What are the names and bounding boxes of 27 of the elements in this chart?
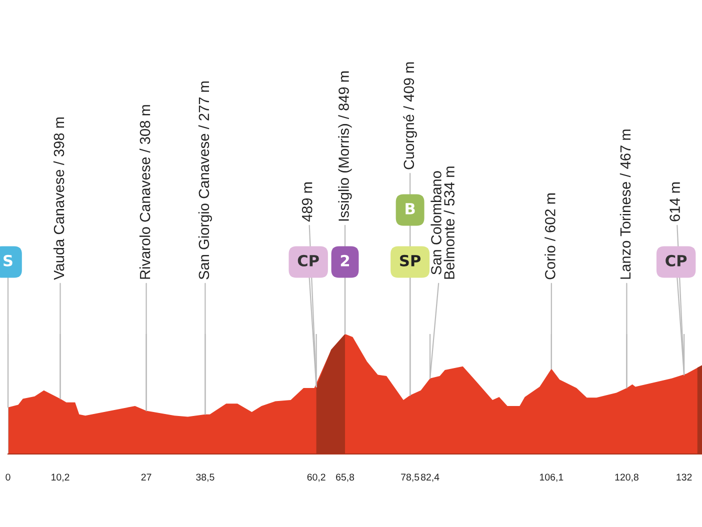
annotation: Rivarolo Canavese / 308 m <box>139 105 150 279</box>
annotation: Corio / 602 m <box>544 193 556 280</box>
x-tick-label: 60,2 <box>307 474 326 482</box>
annotation: S <box>4 254 12 266</box>
annotation: Cuorgné / 409 m <box>403 62 417 170</box>
annotation: B <box>406 203 415 214</box>
annotation: Lanzo Torinese / 467 m <box>620 130 631 279</box>
annotation: 489 m <box>302 182 312 222</box>
annotation: Issiglio (Morris) / 849 m <box>338 71 352 221</box>
x-tick-label: 27 <box>141 474 152 480</box>
x-tick-label: 78,5 <box>401 474 420 482</box>
annotation: 2 <box>340 254 349 266</box>
x-tick-label: 0 <box>6 474 10 481</box>
x-tick-label: 106,1 <box>540 474 564 482</box>
annotation: CP <box>666 254 687 266</box>
annotation: CP <box>298 254 319 266</box>
annotation: 614 m <box>670 182 680 222</box>
annotation: San Colombano Belmonte / 534 m <box>430 166 454 279</box>
x-tick-label: 120,8 <box>615 474 638 482</box>
annotation: Vauda Canavese / 398 m <box>53 117 64 280</box>
x-tick-label: 10,2 <box>52 474 70 482</box>
annotation: San Giorgio Canavese / 277 m <box>198 82 212 280</box>
x-tick-label: 38,5 <box>196 474 214 482</box>
x-tick-label: 82,4 <box>420 474 440 482</box>
x-tick-label: 65,8 <box>336 474 354 482</box>
x-tick-label: 132 <box>676 474 692 481</box>
annotation: SP <box>400 254 421 266</box>
